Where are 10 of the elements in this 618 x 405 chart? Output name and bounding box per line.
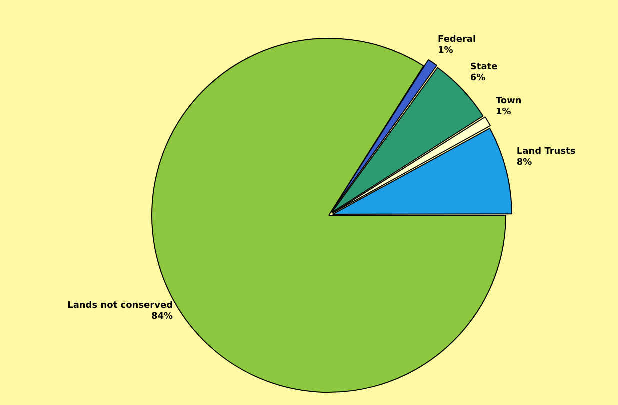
- data-label: 1%: [496, 108, 512, 118]
- data-label: 8%: [516, 158, 532, 168]
- slice-label: Federal: [438, 34, 476, 45]
- data-label: 6%: [470, 74, 486, 84]
- data-label: 1%: [438, 46, 454, 56]
- data-label: 84%: [151, 312, 174, 322]
- slice-label: Lands not conserved: [68, 301, 174, 312]
- slice-label: State: [470, 62, 498, 73]
- slice-label: Land Trusts: [516, 147, 576, 158]
- slice-label: Town: [496, 96, 522, 107]
